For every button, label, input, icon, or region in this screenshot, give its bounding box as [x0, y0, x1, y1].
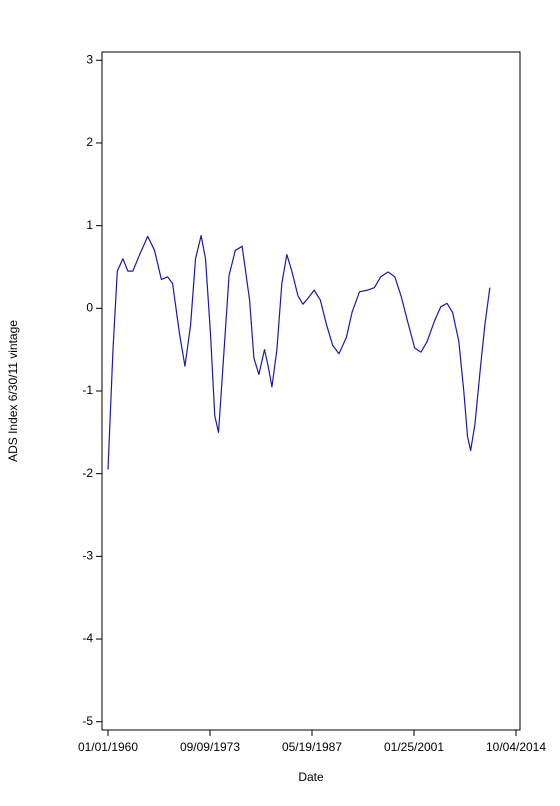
y-tick-label: -1: [82, 383, 93, 397]
y-axis-label: ADS Index 6/30/11 vintage: [6, 320, 20, 462]
y-tick-label: -2: [82, 466, 93, 480]
y-tick-label: -5: [82, 714, 93, 728]
y-tick-label: 0: [86, 300, 93, 314]
x-tick-label: 01/01/1960: [78, 740, 138, 754]
series-line: [107, 234, 491, 470]
y-tick-label: 1: [86, 218, 93, 232]
x-tick-label: 01/25/2001: [384, 740, 444, 754]
x-tick-label: 10/04/2014: [486, 740, 546, 754]
y-tick-label: -3: [82, 549, 93, 563]
y-tick-label: 3: [86, 52, 93, 66]
plot-frame: [101, 51, 521, 731]
x-tick-label: 09/09/1973: [180, 740, 240, 754]
y-tick-label: 2: [86, 135, 93, 149]
y-tick-label: -4: [82, 631, 93, 645]
x-axis-label: Date: [298, 770, 324, 784]
x-tick-label: 05/19/1987: [282, 740, 342, 754]
